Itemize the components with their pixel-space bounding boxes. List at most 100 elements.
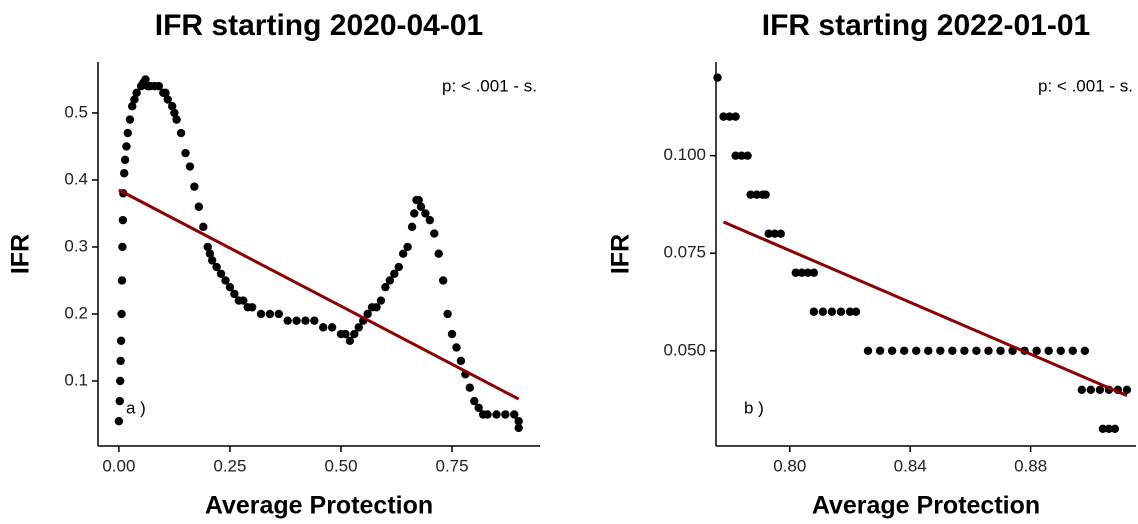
point	[438, 276, 448, 285]
point	[128, 102, 137, 111]
point	[797, 268, 807, 277]
point	[803, 268, 813, 277]
y-tick-label: 0.3	[64, 236, 88, 255]
point	[116, 356, 125, 366]
point	[1032, 346, 1041, 355]
point	[350, 329, 359, 339]
point	[1056, 346, 1065, 355]
point	[207, 256, 217, 265]
point	[972, 346, 981, 355]
point	[221, 276, 230, 285]
point	[123, 128, 132, 138]
point	[185, 162, 195, 171]
y-tick-label: 0.2	[64, 303, 88, 322]
point	[172, 115, 181, 124]
point	[167, 102, 177, 111]
point	[414, 195, 423, 205]
point	[190, 182, 199, 191]
point	[398, 249, 408, 258]
panel-label: a )	[126, 398, 146, 417]
point	[247, 303, 257, 312]
point	[381, 282, 390, 292]
point	[510, 410, 519, 419]
point	[122, 142, 131, 151]
point	[283, 316, 292, 325]
y-axis-title: IFR	[607, 234, 635, 274]
point	[996, 346, 1005, 355]
point	[791, 268, 800, 277]
point	[434, 249, 443, 258]
point	[199, 222, 208, 232]
point	[120, 169, 129, 178]
point	[465, 383, 475, 392]
regression-line	[722, 220, 1128, 398]
y-tick-label: 0.075	[663, 243, 706, 262]
point	[115, 396, 124, 406]
y-tick-label: 0.1	[64, 370, 88, 389]
point	[163, 95, 172, 104]
x-tick-label: 0.00	[102, 456, 135, 475]
x-tick-label: 0.50	[324, 456, 357, 475]
x-tick-label: 0.25	[213, 456, 246, 475]
point	[887, 346, 897, 355]
point	[912, 346, 921, 355]
point	[443, 309, 452, 319]
y-tick-label: 0.5	[64, 102, 88, 121]
point	[161, 88, 170, 98]
point	[390, 269, 399, 278]
point	[310, 316, 319, 325]
point	[354, 323, 363, 332]
point	[764, 229, 773, 238]
point	[118, 242, 127, 252]
point	[117, 276, 127, 285]
point	[239, 296, 248, 305]
p-value-note: p: < .001 - s.	[442, 76, 537, 95]
point	[474, 403, 483, 413]
point	[875, 346, 885, 355]
x-axis-title: Average Protection	[205, 492, 433, 520]
point	[256, 309, 266, 319]
point	[743, 151, 752, 160]
point	[216, 269, 226, 278]
point	[203, 242, 212, 252]
point	[181, 148, 190, 158]
point	[416, 202, 426, 211]
point	[410, 209, 419, 218]
point	[403, 242, 412, 252]
point	[265, 309, 275, 319]
point	[230, 289, 239, 299]
point	[176, 128, 186, 138]
point	[125, 115, 135, 124]
point	[130, 95, 139, 104]
point	[194, 202, 204, 211]
point	[731, 112, 740, 121]
point	[809, 307, 819, 316]
point	[1104, 424, 1114, 434]
point	[205, 249, 215, 258]
point	[319, 323, 328, 332]
point	[761, 190, 770, 199]
point	[845, 307, 855, 316]
point	[114, 417, 124, 426]
point	[863, 346, 873, 355]
y-tick-label: 0.050	[663, 340, 706, 359]
point	[1110, 424, 1120, 434]
y-tick-label: 0.100	[663, 145, 706, 164]
point	[1044, 346, 1053, 355]
x-axis-title: Average Protection	[812, 492, 1040, 520]
point	[120, 155, 130, 165]
point	[899, 346, 909, 355]
point	[456, 356, 466, 366]
point	[301, 316, 310, 325]
point	[425, 215, 435, 225]
point	[713, 73, 722, 82]
point	[447, 329, 457, 339]
point	[117, 309, 126, 319]
chart-title: IFR starting 2022-01-01	[762, 9, 1090, 42]
point	[936, 346, 945, 355]
point	[984, 346, 993, 355]
point	[170, 108, 179, 118]
point	[385, 276, 395, 285]
point	[372, 303, 381, 312]
